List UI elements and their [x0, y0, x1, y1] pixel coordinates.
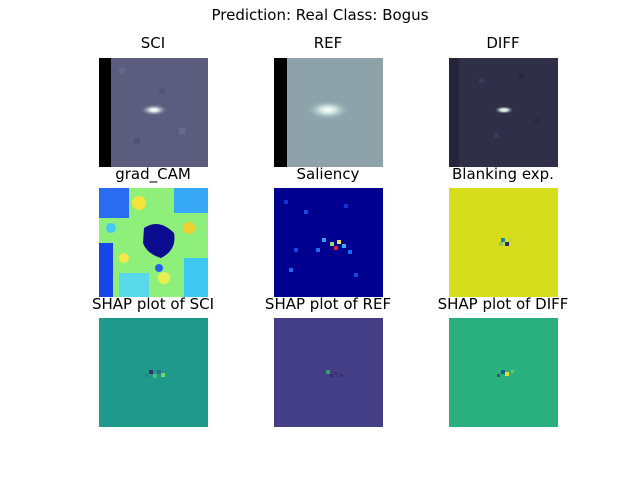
diff-cutout-image — [449, 58, 558, 167]
sci-cutout-image — [99, 58, 208, 167]
shap-sci-image — [99, 318, 208, 427]
panel-title-shap-sci: SHAP plot of SCI — [91, 295, 215, 313]
panel-title-blanking: Blanking exp. — [452, 165, 554, 183]
panel-title-ref: REF — [313, 34, 343, 52]
gradcam-heatmap-image — [99, 188, 208, 297]
panel-title-gradcam: grad_CAM — [115, 165, 191, 183]
figure-suptitle: Prediction: Real Class: Bogus — [211, 6, 429, 24]
saliency-map-image — [274, 188, 383, 297]
shap-ref-image — [274, 318, 383, 427]
ref-cutout-image — [274, 58, 383, 167]
blanking-explanation-image — [449, 188, 558, 297]
panel-title-diff: DIFF — [486, 34, 520, 52]
panel-title-shap-diff: SHAP plot of DIFF — [437, 295, 569, 313]
panel-title-sci: SCI — [140, 34, 166, 52]
panel-title-saliency: Saliency — [296, 165, 360, 183]
panel-title-shap-ref: SHAP plot of REF — [264, 295, 392, 313]
shap-diff-image — [449, 318, 558, 427]
